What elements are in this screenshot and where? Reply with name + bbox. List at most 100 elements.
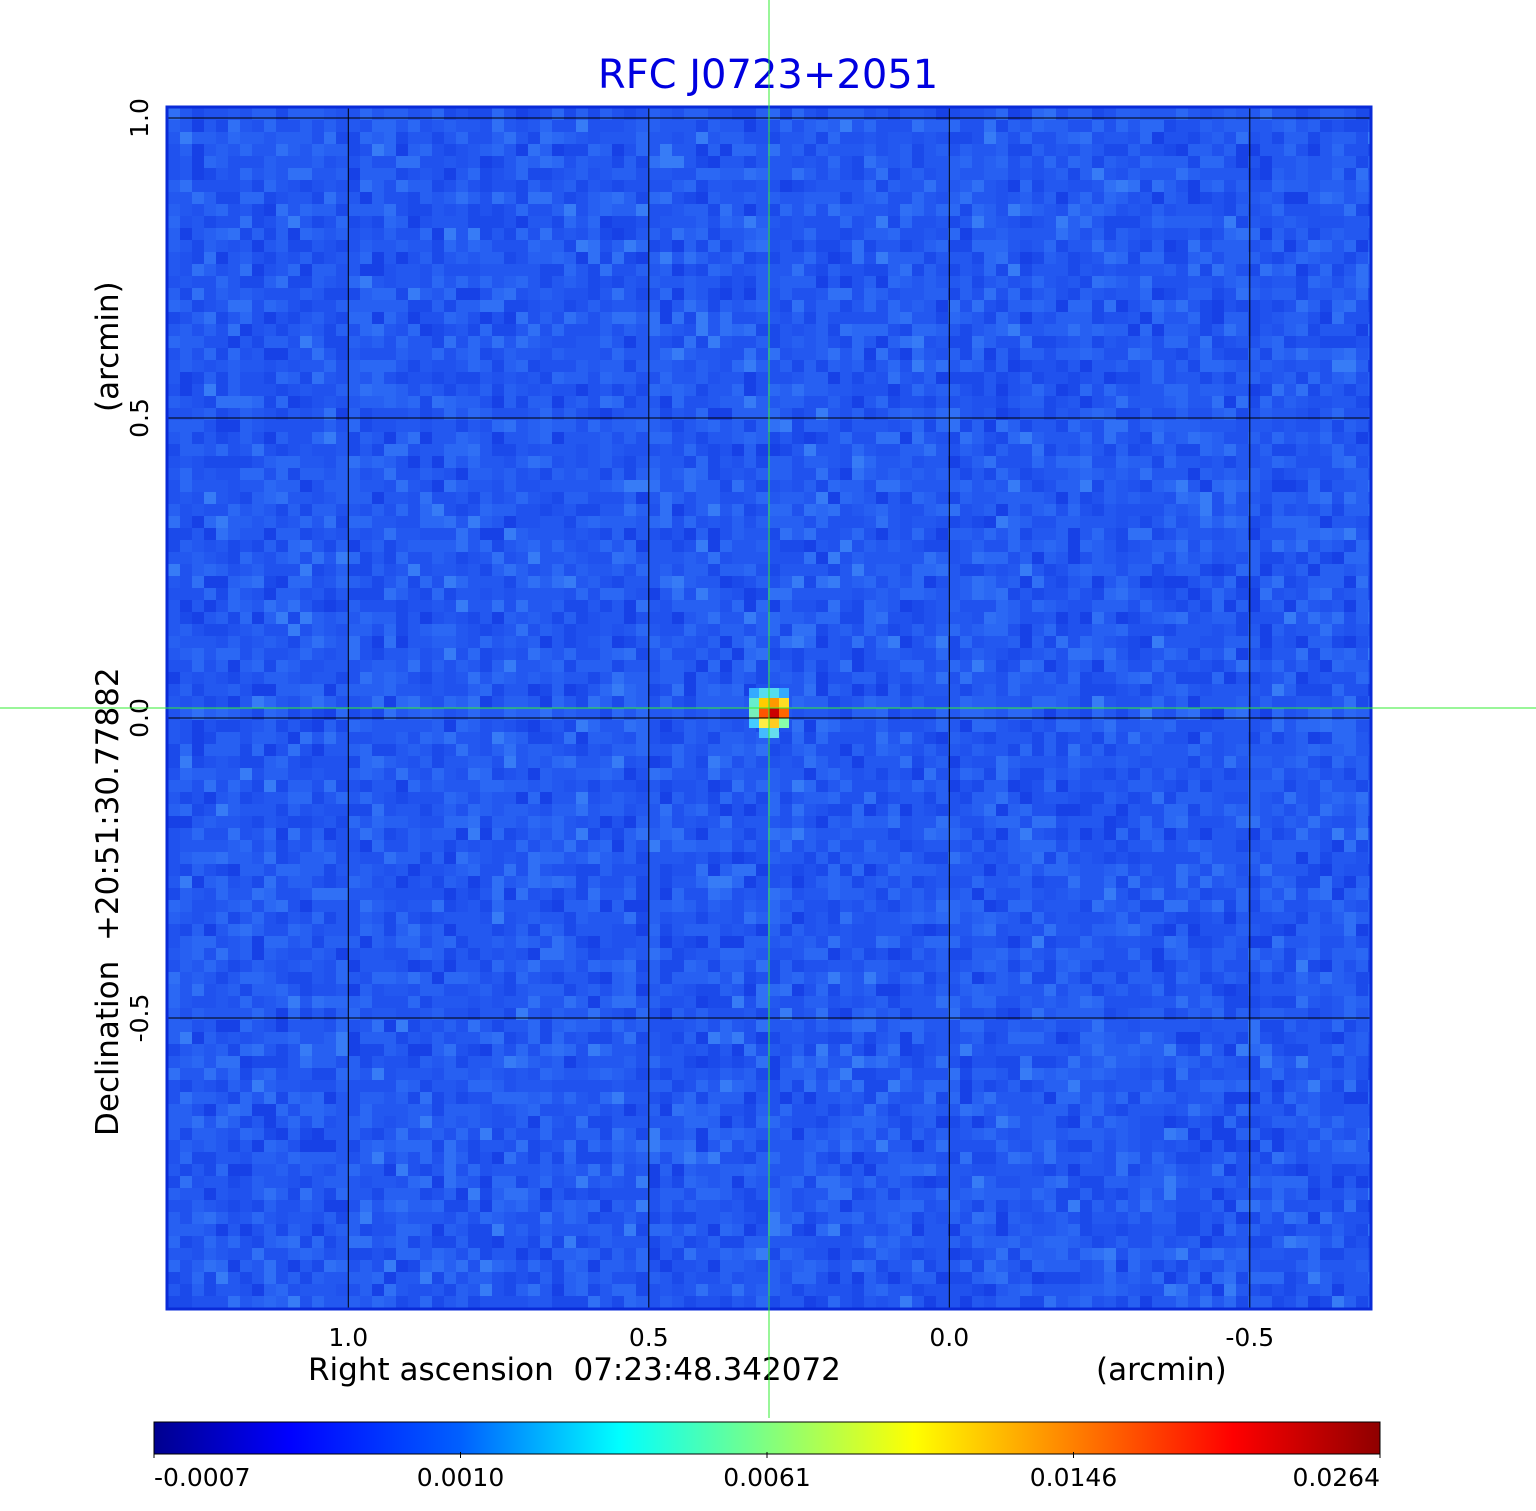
noise-pixel [1308,372,1320,384]
noise-pixel [552,252,564,264]
noise-pixel [960,168,972,180]
noise-pixel [888,420,900,432]
noise-pixel [984,528,996,540]
noise-pixel [492,276,504,288]
noise-pixel [672,672,684,684]
noise-pixel [396,612,408,624]
noise-pixel [828,492,840,504]
noise-pixel [1032,168,1044,180]
noise-pixel [516,696,528,708]
noise-pixel [240,684,252,696]
noise-pixel [1032,228,1044,240]
noise-pixel [1032,240,1044,252]
noise-pixel [636,288,648,300]
noise-pixel [1128,588,1140,600]
noise-pixel [408,180,420,192]
noise-pixel [1320,216,1332,228]
noise-pixel [240,444,252,456]
noise-pixel [288,408,300,420]
noise-pixel [1008,204,1020,216]
noise-pixel [696,468,708,480]
noise-pixel [276,216,288,228]
noise-pixel [468,408,480,420]
noise-pixel [1176,612,1188,624]
noise-pixel [240,600,252,612]
noise-pixel [468,672,480,684]
noise-pixel [348,240,360,252]
noise-pixel [168,468,180,480]
noise-pixel [1068,456,1080,468]
noise-pixel [1044,444,1056,456]
noise-pixel [1080,288,1092,300]
noise-pixel [1056,204,1068,216]
noise-pixel [732,648,744,660]
chart-title: RFC J0723+2051 [598,52,938,98]
noise-pixel [264,108,276,120]
noise-pixel [240,492,252,504]
noise-pixel [1320,468,1332,480]
noise-pixel [1356,156,1368,168]
noise-pixel [204,408,216,420]
noise-pixel [216,120,228,132]
noise-pixel [1248,300,1260,312]
noise-pixel [444,228,456,240]
noise-pixel [888,132,900,144]
noise-pixel [852,492,864,504]
noise-pixel [1128,624,1140,636]
noise-pixel [1116,216,1128,228]
noise-pixel [828,624,840,636]
noise-pixel [360,360,372,372]
noise-pixel [720,672,732,684]
noise-pixel [708,324,720,336]
noise-pixel [540,576,552,588]
noise-pixel [1044,132,1056,144]
noise-pixel [888,540,900,552]
noise-pixel [408,144,420,156]
noise-pixel [552,696,564,708]
noise-pixel [204,168,216,180]
noise-pixel [744,288,756,300]
noise-pixel [612,636,624,648]
noise-pixel [924,276,936,288]
noise-pixel [384,252,396,264]
noise-pixel [1020,540,1032,552]
noise-pixel [828,120,840,132]
noise-pixel [660,612,672,624]
noise-pixel [744,144,756,156]
noise-pixel [696,612,708,624]
noise-pixel [516,324,528,336]
noise-pixel [1020,264,1032,276]
noise-pixel [480,612,492,624]
noise-pixel [1128,144,1140,156]
noise-pixel [1008,432,1020,444]
noise-pixel [732,396,744,408]
noise-pixel [636,240,648,252]
noise-pixel [1188,672,1200,684]
noise-pixel [300,288,312,300]
noise-pixel [504,564,516,576]
noise-pixel [708,288,720,300]
noise-pixel [528,600,540,612]
noise-pixel [768,216,780,228]
noise-pixel [600,288,612,300]
noise-pixel [672,612,684,624]
noise-pixel [1368,516,1370,528]
noise-pixel [684,660,696,672]
noise-pixel [1116,372,1128,384]
noise-pixel [1164,684,1176,696]
noise-pixel [492,504,504,516]
noise-pixel [396,108,408,120]
noise-pixel [288,588,300,600]
noise-pixel [960,552,972,564]
noise-pixel [312,408,324,420]
noise-pixel [1332,660,1344,672]
noise-pixel [780,444,792,456]
noise-pixel [708,408,720,420]
noise-pixel [804,396,816,408]
noise-pixel [480,684,492,696]
noise-pixel [648,600,660,612]
noise-pixel [1356,360,1368,372]
noise-pixel [576,648,588,660]
noise-pixel [972,648,984,660]
noise-pixel [180,132,192,144]
